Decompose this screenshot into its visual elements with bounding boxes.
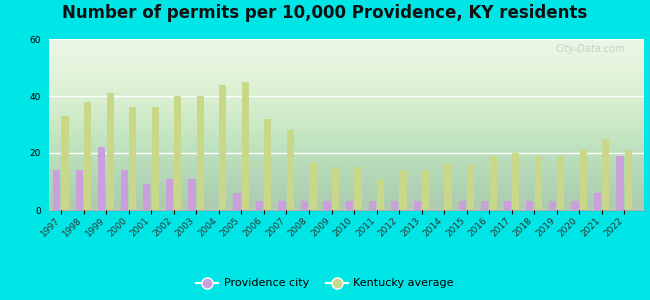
Bar <box>287 130 294 210</box>
Bar <box>219 85 226 210</box>
Bar <box>481 202 488 210</box>
Bar <box>265 119 272 210</box>
Bar <box>233 193 240 210</box>
Bar <box>534 156 542 210</box>
Bar <box>256 202 263 210</box>
Bar <box>143 184 150 210</box>
Bar <box>354 167 361 210</box>
Text: Number of permits per 10,000 Providence, KY residents: Number of permits per 10,000 Providence,… <box>62 4 588 22</box>
Bar <box>98 147 105 210</box>
Bar <box>369 202 376 210</box>
Bar <box>459 202 466 210</box>
Bar <box>391 202 398 210</box>
Bar <box>129 107 136 210</box>
Bar <box>512 153 519 210</box>
Bar <box>549 202 556 210</box>
Bar <box>467 164 474 210</box>
Bar <box>557 156 564 210</box>
Bar <box>504 202 511 210</box>
Bar <box>625 150 632 210</box>
Bar <box>489 156 497 210</box>
Bar <box>580 150 587 210</box>
Bar <box>377 178 384 210</box>
Legend: Providence city, Kentucky average: Providence city, Kentucky average <box>192 274 458 293</box>
Bar <box>324 202 331 210</box>
Bar <box>174 96 181 210</box>
Bar <box>413 202 421 210</box>
Bar <box>166 178 173 210</box>
Bar <box>571 202 578 210</box>
Bar <box>75 170 83 210</box>
Bar <box>188 178 196 210</box>
Bar <box>242 82 249 210</box>
Bar <box>602 139 609 210</box>
Bar <box>53 170 60 210</box>
Bar <box>121 170 128 210</box>
Bar <box>445 164 452 210</box>
Bar <box>107 93 114 210</box>
Bar <box>278 202 285 210</box>
Bar <box>301 202 308 210</box>
Bar <box>309 161 317 210</box>
Bar <box>84 102 91 210</box>
Bar <box>616 156 623 210</box>
Bar <box>151 107 159 210</box>
Bar <box>399 170 407 210</box>
Bar <box>594 193 601 210</box>
Bar <box>422 170 429 210</box>
Bar <box>526 202 534 210</box>
Bar <box>197 96 204 210</box>
Bar <box>332 167 339 210</box>
Bar <box>62 116 69 210</box>
Text: City-Data.com: City-Data.com <box>556 44 626 54</box>
Bar <box>346 202 353 210</box>
